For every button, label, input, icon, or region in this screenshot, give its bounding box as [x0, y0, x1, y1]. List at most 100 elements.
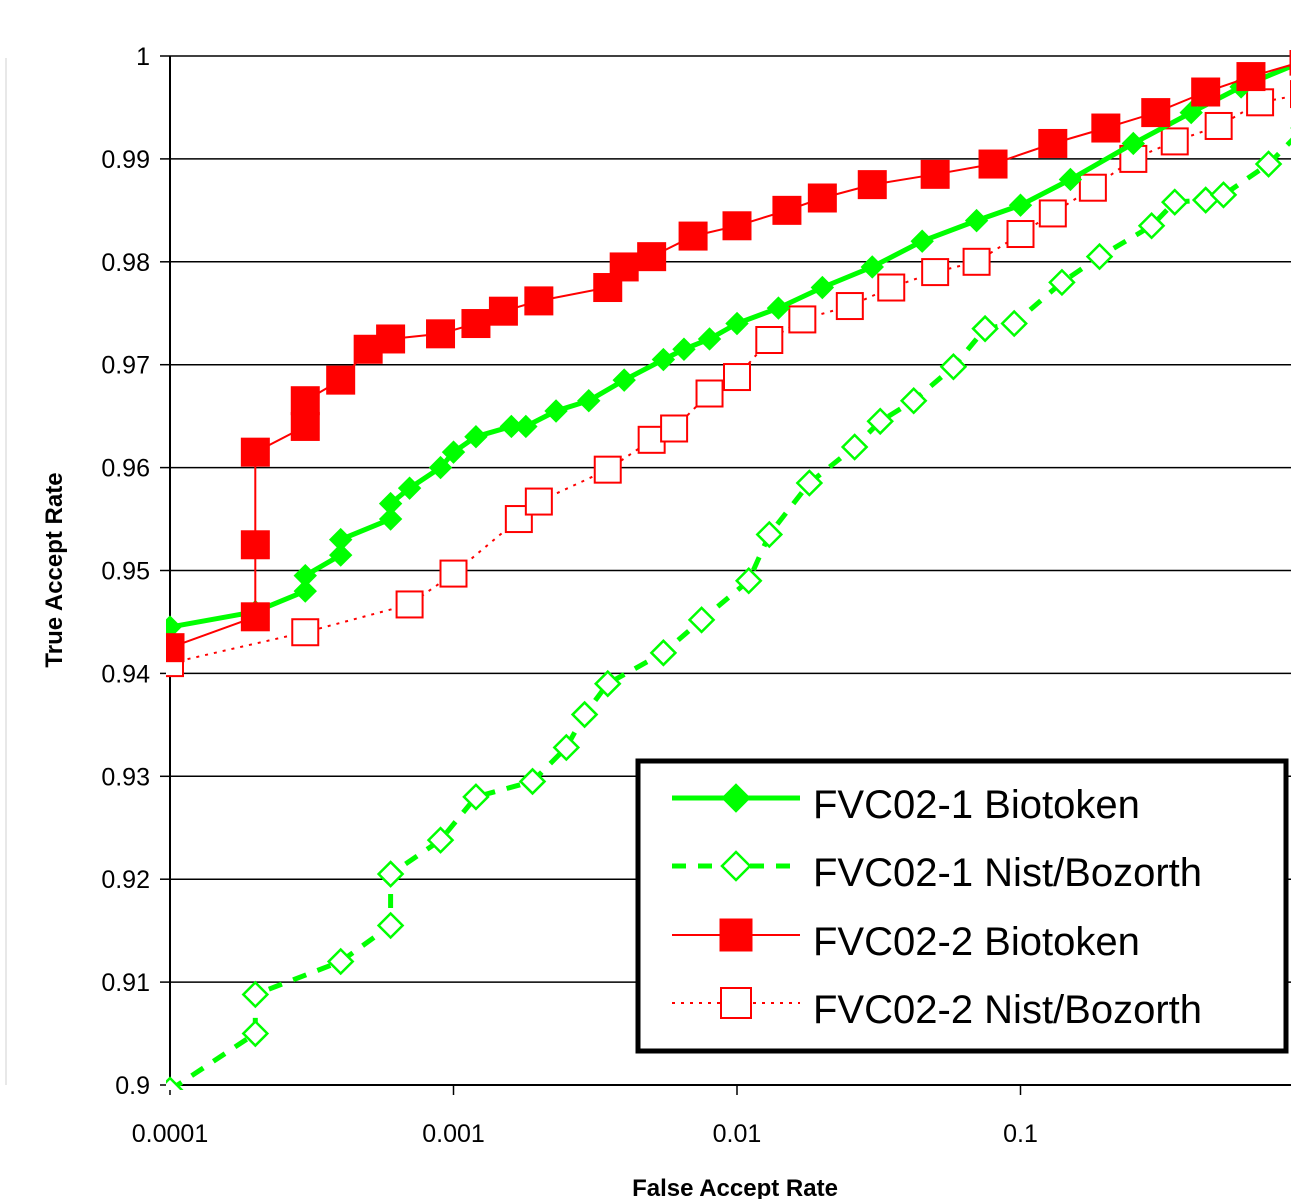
data-point-fvc02-2-nist-bozorth — [1006, 220, 1035, 249]
data-point-fvc02-2-biotoken — [240, 602, 270, 632]
data-point-fvc02-1-biotoken — [328, 543, 353, 567]
data-point-fvc02-2-nist-bozorth — [962, 247, 991, 276]
y-tick-label: 0.99 — [101, 146, 150, 174]
data-point-fvc02-1-nist-bozorth — [734, 567, 763, 595]
data-point-fvc02-2-biotoken — [290, 386, 320, 416]
data-point-fvc02-1-biotoken — [544, 399, 568, 423]
series-fvc02-1-biotoken — [166, 63, 1291, 639]
data-point-fvc02-1-nist-bozorth — [462, 783, 490, 811]
y-tick-label: 0.98 — [101, 249, 150, 277]
data-point-fvc02-1-nist-bozorth — [241, 980, 270, 1009]
y-axis-title: True Accept Rate — [41, 472, 68, 667]
legend-label-fvc02-2-biotoken: FVC02-2 Biotoken — [813, 920, 1140, 964]
data-point-fvc02-2-biotoken — [807, 183, 837, 213]
tick-labels: 0.9 0.91 0.92 0.93 0.94 0.95 0.96 0.97 0.98 0.99 1… — [101, 43, 1038, 1148]
data-point-fvc02-2-nist-bozorth — [1078, 173, 1107, 202]
data-point-fvc02-1-biotoken — [514, 414, 538, 439]
legend-marker-fvc02-2-nist-bozorth — [720, 987, 752, 1019]
y-tick-label: 0.91 — [101, 969, 150, 997]
data-point-fvc02-1-nist-bozorth — [376, 860, 405, 888]
data-point-fvc02-1-nist-bozorth — [426, 826, 455, 854]
data-point-fvc02-2-biotoken — [461, 309, 491, 339]
data-point-fvc02-1-biotoken — [697, 327, 722, 351]
y-tick-label: 0.95 — [101, 558, 150, 586]
data-point-fvc02-2-biotoken — [326, 365, 356, 395]
data-point-fvc02-1-nist-bozorth — [1000, 309, 1028, 338]
data-point-fvc02-1-nist-bozorth — [552, 733, 581, 762]
data-point-fvc02-2-nist-bozorth — [921, 258, 950, 287]
data-point-fvc02-2-biotoken — [722, 211, 752, 241]
data-point-fvc02-1-nist-bozorth — [795, 469, 824, 497]
data-point-fvc02-2-nist-bozorth — [788, 305, 817, 334]
data-point-fvc02-1-nist-bozorth — [971, 314, 999, 343]
data-point-fvc02-1-nist-bozorth — [755, 520, 784, 549]
series-fvc02-1-nist-bozorth — [166, 127, 1291, 1090]
legend-marker-fvc02-1-nist-bozorth — [720, 850, 752, 882]
data-point-fvc02-1-nist-bozorth — [649, 639, 678, 667]
y-tick-label: 0.94 — [101, 660, 150, 688]
data-point-fvc02-1-nist-bozorth — [939, 352, 968, 381]
y-tick-label: 0.9 — [115, 1072, 150, 1100]
data-point-fvc02-1-nist-bozorth — [241, 1019, 270, 1048]
data-point-fvc02-2-nist-bozorth — [1246, 88, 1275, 117]
data-point-fvc02-2-nist-bozorth — [695, 379, 724, 408]
series-fvc02-2-biotoken — [166, 50, 1291, 663]
data-point-fvc02-2-biotoken — [166, 633, 185, 663]
legend-marker-fvc02-2-biotoken — [719, 918, 753, 952]
y-tick-label: 0.93 — [101, 763, 150, 791]
data-point-fvc02-2-nist-bozorth — [723, 363, 751, 392]
data-point-fvc02-2-nist-bozorth — [877, 273, 906, 302]
data-point-fvc02-1-nist-bozorth — [376, 911, 405, 940]
data-point-fvc02-2-nist-bozorth — [524, 487, 553, 516]
data-point-fvc02-1-biotoken — [964, 208, 989, 233]
x-axis-title: False Accept Rate — [632, 1175, 838, 1199]
data-point-fvc02-1-biotoken — [464, 425, 488, 449]
data-point-fvc02-2-biotoken — [376, 324, 406, 354]
data-point-fvc02-1-biotoken — [612, 368, 636, 392]
data-point-fvc02-1-nist-bozorth — [899, 386, 928, 415]
data-point-fvc02-2-biotoken — [1038, 128, 1068, 158]
data-point-fvc02-2-biotoken — [290, 411, 320, 441]
data-point-fvc02-1-nist-bozorth — [1160, 188, 1189, 216]
data-point-fvc02-2-nist-bozorth — [593, 455, 622, 484]
data-point-fvc02-1-biotoken — [577, 389, 601, 413]
data-point-fvc02-1-biotoken — [397, 476, 422, 500]
data-point-fvc02-1-nist-bozorth — [1137, 212, 1166, 240]
data-point-fvc02-2-biotoken — [426, 319, 456, 349]
axes — [160, 55, 1291, 1095]
data-point-fvc02-1-biotoken — [651, 347, 676, 372]
data-point-fvc02-1-biotoken — [910, 229, 934, 253]
x-tick-label: 0.01 — [713, 1120, 762, 1148]
data-point-fvc02-2-biotoken — [920, 159, 950, 189]
data-point-fvc02-1-biotoken — [328, 527, 353, 552]
data-point-fvc02-2-biotoken — [240, 437, 270, 467]
data-point-fvc02-2-biotoken — [1091, 113, 1121, 143]
data-point-fvc02-1-biotoken — [428, 455, 453, 480]
legend-marker-fvc02-1-biotoken — [721, 783, 751, 813]
data-point-fvc02-2-biotoken — [1141, 98, 1171, 128]
data-point-fvc02-1-biotoken — [378, 507, 403, 531]
data-point-fvc02-2-nist-bozorth — [439, 559, 468, 588]
data-point-fvc02-2-biotoken — [609, 252, 639, 282]
data-point-fvc02-1-nist-bozorth — [866, 407, 894, 436]
data-point-fvc02-1-biotoken — [1058, 167, 1083, 192]
data-point-fvc02-2-biotoken — [637, 242, 667, 272]
data-point-fvc02-2-nist-bozorth — [755, 326, 784, 355]
data-point-fvc02-1-nist-bozorth — [840, 433, 869, 461]
data-point-fvc02-1-biotoken — [1008, 193, 1033, 217]
data-point-fvc02-1-biotoken — [672, 337, 696, 361]
legend-label-fvc02-1-biotoken: FVC02-1 Biotoken — [813, 783, 1140, 827]
y-tick-label: 0.97 — [101, 352, 150, 380]
data-point-fvc02-2-nist-bozorth — [1204, 111, 1233, 140]
data-point-fvc02-2-biotoken — [857, 170, 887, 200]
data-point-fvc02-2-biotoken — [240, 530, 270, 560]
data-point-fvc02-1-nist-bozorth — [570, 700, 599, 729]
data-point-fvc02-2-nist-bozorth — [291, 618, 320, 647]
data-point-fvc02-1-biotoken — [293, 563, 317, 588]
data-point-fvc02-1-nist-bozorth — [1209, 181, 1238, 209]
data-point-fvc02-2-biotoken — [978, 149, 1008, 179]
data-point-fvc02-2-nist-bozorth — [660, 414, 689, 443]
data-point-fvc02-1-nist-bozorth — [166, 1076, 184, 1090]
data-point-fvc02-1-nist-bozorth — [687, 606, 716, 634]
legend-items — [672, 783, 800, 1019]
